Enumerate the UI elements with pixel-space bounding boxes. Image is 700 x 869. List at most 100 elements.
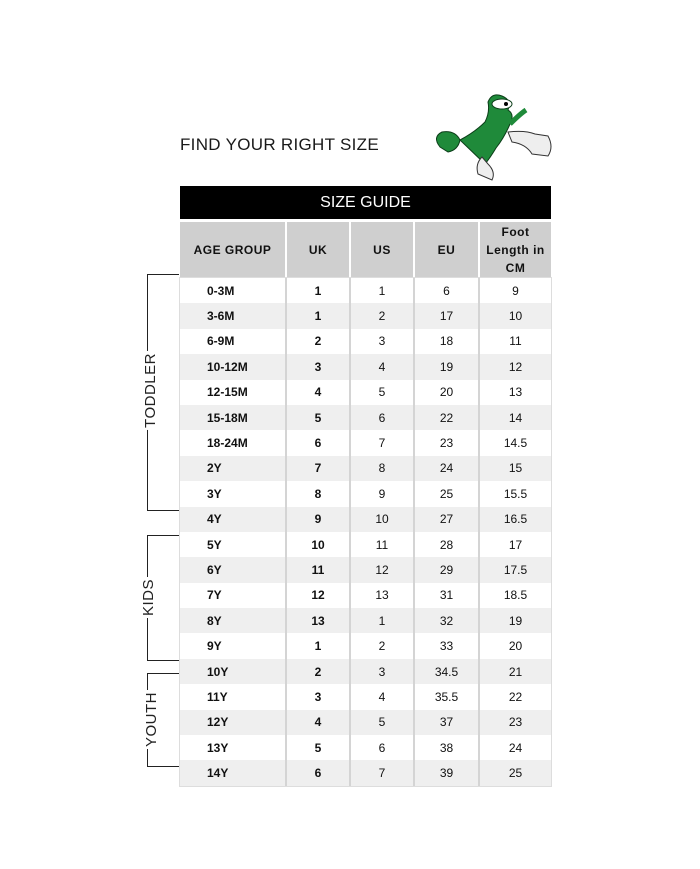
foot-length-cell: 16.5 — [478, 506, 551, 532]
table-header-row: AGE GROUP UK US EU Foot Length in CM — [180, 222, 551, 278]
uk-size-cell: 9 — [285, 506, 350, 532]
foot-length-cell: 23 — [478, 709, 551, 736]
table-row: 5Y 10 11 28 17 — [180, 531, 551, 558]
us-size-cell: 4 — [349, 354, 414, 380]
foot-length-cell: 25 — [478, 760, 551, 786]
eu-size-cell: 19 — [413, 354, 479, 380]
eu-size-cell: 38 — [413, 735, 479, 761]
age-group-cell: 0-3M — [207, 283, 235, 298]
age-group-cell: 2Y — [180, 455, 286, 482]
age-group-cell: 14Y — [180, 760, 286, 786]
group-label-kids: KIDS — [140, 576, 158, 619]
eu-size-cell: 28 — [413, 531, 479, 558]
foot-length-cell: 12 — [478, 354, 551, 380]
table-row: 0-3M 1 1 6 9 — [180, 278, 551, 304]
mascot-logo-icon — [436, 94, 552, 181]
eu-size-cell: 35.5 — [413, 684, 479, 710]
age-group-cell: 18-24M — [207, 436, 248, 451]
eu-size-cell: 33 — [413, 633, 479, 659]
foot-length-cell: 22 — [478, 684, 551, 710]
uk-size-cell: 4 — [285, 709, 350, 736]
foot-length-cell: 21 — [478, 658, 551, 685]
age-group-cell: 6-9M — [207, 334, 235, 349]
table-row: 14Y 6 7 39 25 — [180, 760, 551, 786]
age-group-cell: 13Y — [207, 740, 229, 755]
table-row: 7Y 12 13 31 18.5 — [180, 582, 551, 609]
table-row: 4Y 9 10 27 16.5 — [180, 506, 551, 532]
uk-size-cell: 8 — [285, 481, 350, 507]
uk-size-cell: 7 — [285, 455, 350, 482]
us-size-cell: 4 — [349, 684, 414, 710]
eu-size-cell: 22 — [413, 404, 479, 431]
age-group-cell: 7Y — [207, 588, 222, 603]
foot-length-cell: 15 — [478, 455, 551, 482]
age-group-cell: 11Y — [207, 689, 228, 704]
age-group-cell: 8Y — [180, 608, 286, 634]
eu-size-cell: 31 — [413, 582, 479, 609]
us-size-cell: 7 — [349, 760, 414, 786]
uk-size-cell: 5 — [285, 404, 350, 431]
us-size-cell: 6 — [349, 404, 414, 431]
column-header: Foot Length in CM — [478, 222, 551, 278]
age-group-cell: 6Y — [180, 557, 286, 583]
us-size-cell: 1 — [349, 608, 414, 634]
uk-size-cell: 1 — [285, 303, 350, 329]
table-row: 15-18M 5 6 22 14 — [180, 404, 551, 431]
age-group-cell: 3Y — [207, 486, 222, 501]
foot-length-cell: 24 — [478, 735, 551, 761]
table-row: 8Y 13 1 32 19 — [180, 608, 551, 634]
table-row: 12Y 4 5 37 23 — [180, 709, 551, 736]
eu-size-cell: 18 — [413, 328, 479, 355]
eu-size-cell: 34.5 — [413, 658, 479, 685]
us-size-cell: 5 — [349, 379, 414, 405]
table-row: 10-12M 3 4 19 12 — [180, 354, 551, 380]
column-header: UK — [285, 222, 350, 278]
us-size-cell: 2 — [349, 633, 414, 659]
foot-length-cell: 13 — [478, 379, 551, 405]
table-row: 9Y 1 2 33 20 — [180, 633, 551, 659]
eu-size-cell: 29 — [413, 557, 479, 583]
group-label-youth: YOUTH — [143, 690, 160, 749]
eu-size-cell: 6 — [413, 278, 479, 304]
us-size-cell: 3 — [349, 328, 414, 355]
table-row: 6Y 11 12 29 17.5 — [180, 557, 551, 583]
us-size-cell: 1 — [349, 278, 414, 304]
age-group-cell: 4Y — [180, 506, 286, 532]
table-row: 10Y 2 3 34.5 21 — [180, 658, 551, 685]
uk-size-cell: 13 — [285, 608, 350, 634]
foot-length-cell: 10 — [478, 303, 551, 329]
foot-length-cell: 15.5 — [478, 481, 551, 507]
us-size-cell: 5 — [349, 709, 414, 736]
us-size-cell: 10 — [349, 506, 414, 532]
age-group-cell: 15-18M — [180, 404, 286, 431]
foot-length-cell: 9 — [478, 278, 551, 304]
uk-size-cell: 3 — [285, 684, 350, 710]
foot-length-cell: 14.5 — [478, 430, 551, 456]
age-group-cell: 9Y — [207, 639, 222, 654]
us-size-cell: 8 — [349, 455, 414, 482]
age-group-cell: 12-15M — [207, 385, 248, 400]
foot-length-cell: 17.5 — [478, 557, 551, 583]
table-row: 6-9M 2 3 18 11 — [180, 328, 551, 355]
eu-size-cell: 23 — [413, 430, 479, 456]
age-group-cell: 10-12M — [180, 354, 286, 380]
foot-length-cell: 14 — [478, 404, 551, 431]
eu-size-cell: 17 — [413, 303, 479, 329]
eu-size-cell: 24 — [413, 455, 479, 482]
table-row: 3Y 8 9 25 15.5 — [180, 481, 551, 507]
uk-size-cell: 2 — [285, 658, 350, 685]
size-guide-title-bar: SIZE GUIDE — [180, 186, 551, 219]
eu-size-cell: 32 — [413, 608, 479, 634]
uk-size-cell: 4 — [285, 379, 350, 405]
eu-size-cell: 27 — [413, 506, 479, 532]
table-row: 3-6M 1 2 17 10 — [180, 303, 551, 329]
page-heading: FIND YOUR RIGHT SIZE — [180, 135, 380, 154]
eu-size-cell: 25 — [413, 481, 479, 507]
eu-size-cell: 39 — [413, 760, 479, 786]
foot-length-cell: 20 — [478, 633, 551, 659]
us-size-cell: 2 — [349, 303, 414, 329]
column-header: AGE GROUP — [180, 222, 286, 278]
table-row: 12-15M 4 5 20 13 — [180, 379, 551, 405]
eu-size-cell: 37 — [413, 709, 479, 736]
